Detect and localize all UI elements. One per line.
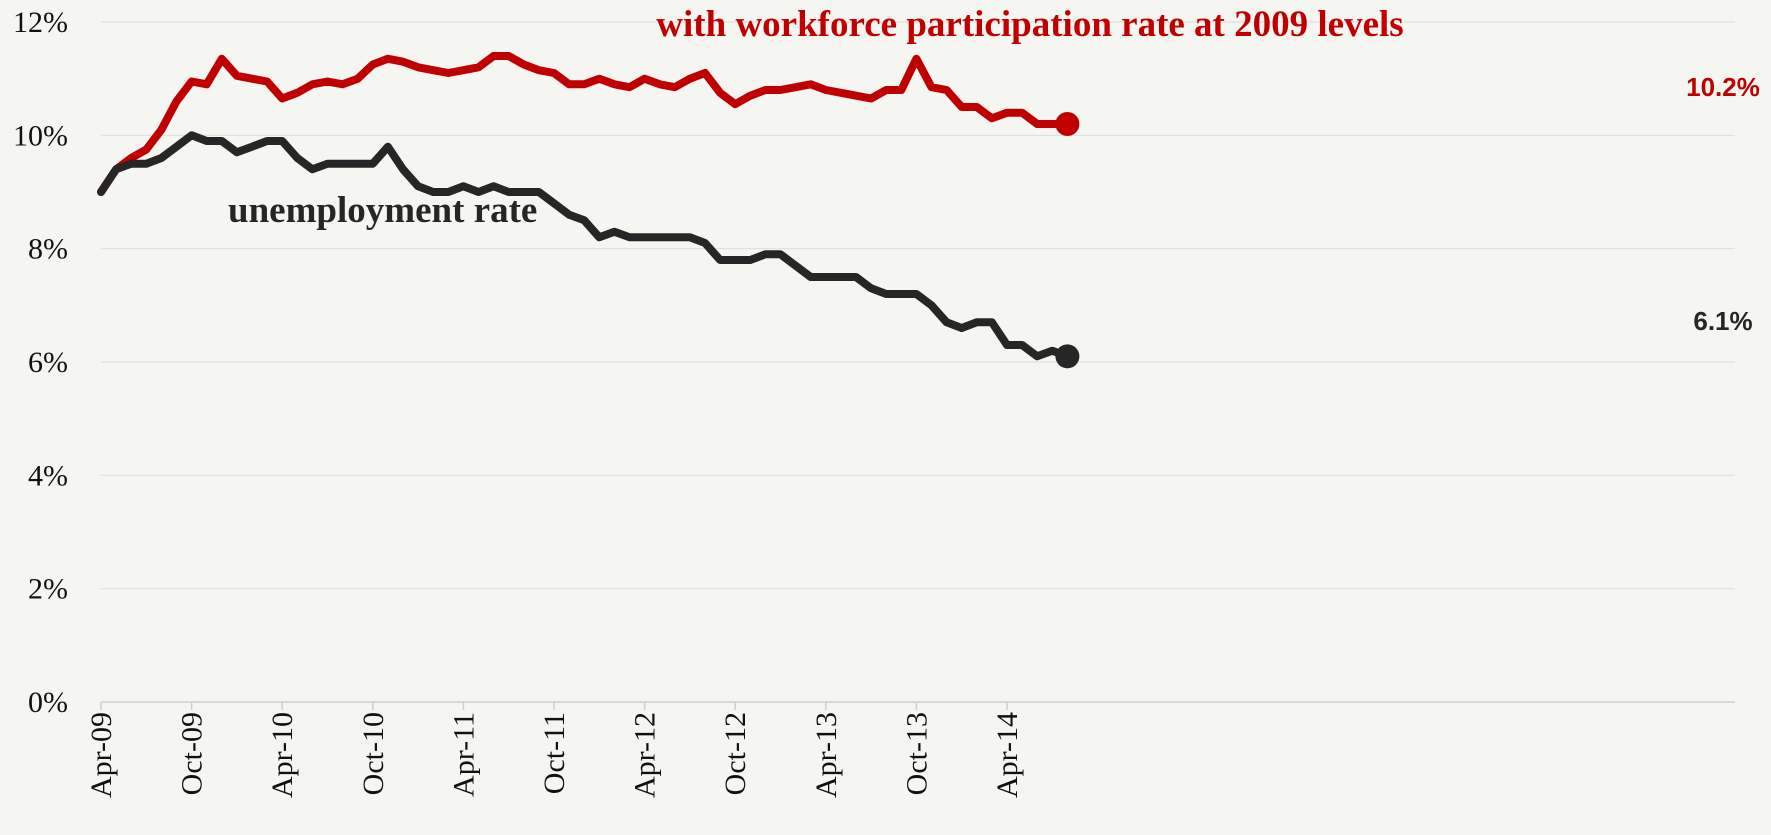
x-tick-label: Oct-13 <box>900 712 933 795</box>
end-value-participation: 10.2% <box>1686 72 1760 102</box>
x-tick-label: Oct-09 <box>176 712 209 795</box>
x-tick-label: Oct-12 <box>719 712 752 795</box>
y-tick-label: 0% <box>28 686 68 719</box>
end-marker-participation <box>1055 112 1080 136</box>
end-value-unemployment: 6.1% <box>1693 306 1752 336</box>
x-tick-label: Apr-10 <box>266 712 299 798</box>
y-tick-label: 8% <box>28 233 68 266</box>
x-tick-label: Apr-12 <box>629 712 662 798</box>
y-tick-label: 2% <box>28 573 68 606</box>
end-markers <box>1055 112 1080 369</box>
y-tick-label: 12% <box>13 6 68 39</box>
x-tick-label: Apr-11 <box>447 712 480 797</box>
x-tick-label: Oct-11 <box>538 712 571 794</box>
x-tick-label: Apr-13 <box>810 712 843 798</box>
gridlines <box>101 21 1735 590</box>
series-label-unemployment: unemployment rate <box>228 190 537 231</box>
x-axis-ticks: Apr-09 Oct-09 Apr-10 Oct-10 Apr-11 Oct-11 Apr-… <box>85 702 1024 798</box>
series-label-participation: with workforce participation rate at 200… <box>656 4 1403 45</box>
y-axis-ticks: 0% 2% 4% 6% 8% 10% 12% <box>13 6 68 719</box>
x-tick-label: Oct-10 <box>357 712 390 795</box>
y-tick-label: 4% <box>28 459 68 492</box>
x-tick-label: Apr-14 <box>991 712 1024 798</box>
y-tick-label: 10% <box>13 119 68 152</box>
x-tick-label: Apr-09 <box>85 712 118 798</box>
series-lines <box>97 52 1072 361</box>
series-line-participation <box>97 52 1072 196</box>
end-marker-unemployment <box>1055 344 1080 369</box>
series-line-unemployment <box>97 131 1072 361</box>
y-tick-label: 6% <box>28 346 68 379</box>
